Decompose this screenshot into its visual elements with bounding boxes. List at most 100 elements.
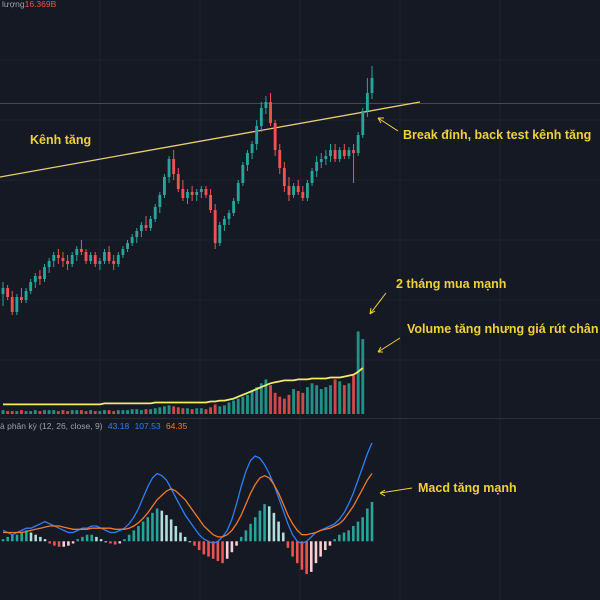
candle	[287, 177, 291, 201]
candle	[310, 168, 314, 186]
macd-histogram-bar	[370, 501, 374, 542]
macd-histogram-bar	[342, 532, 346, 542]
macd-line	[2, 442, 373, 545]
candle	[79, 240, 83, 255]
macd-histogram-bar	[95, 536, 98, 542]
macd-histogram-bar	[352, 525, 355, 542]
candle-body	[264, 102, 268, 108]
volume-bar	[103, 410, 106, 414]
macd-histogram-bar	[11, 534, 14, 542]
candle-body	[79, 249, 83, 252]
candle	[172, 150, 176, 180]
volume-bar	[324, 387, 328, 414]
candle-body	[135, 231, 139, 237]
volume-bar	[204, 409, 208, 414]
volume-bar	[112, 411, 116, 414]
volume-bar	[199, 408, 203, 414]
candle-body	[324, 156, 328, 159]
volume-bar	[33, 410, 37, 414]
annotation-2-thang: 2 tháng mua mạnh	[396, 277, 506, 291]
candle	[190, 186, 194, 201]
volume-bar	[213, 404, 217, 414]
candle-body	[186, 192, 189, 198]
candle	[126, 240, 129, 252]
macd-histogram-bar	[141, 521, 145, 542]
candle-body	[255, 126, 259, 144]
volume-bar	[84, 411, 88, 414]
macd-histogram-bar	[25, 530, 28, 542]
candle	[43, 264, 46, 282]
volume-bar	[278, 396, 282, 414]
volume-bar	[250, 390, 254, 414]
histogram-value: 64.35	[166, 421, 188, 431]
candle	[370, 66, 374, 99]
macd-histogram-bar	[188, 541, 192, 543]
candle-body	[282, 168, 286, 186]
volume-bar	[232, 400, 236, 414]
arrow-two-months	[369, 292, 387, 315]
macd-histogram-bar	[328, 541, 332, 546]
candle	[301, 186, 305, 201]
macd-histogram-bar	[146, 517, 150, 542]
candle-body	[84, 252, 88, 261]
macd-histogram-bar	[333, 539, 336, 542]
candle	[1, 282, 5, 306]
volume-bar	[218, 406, 222, 414]
candle	[259, 102, 263, 132]
candle	[52, 252, 56, 267]
macd-histogram-bar	[356, 521, 360, 542]
candle	[139, 222, 143, 237]
macd-histogram-bar	[319, 541, 322, 557]
annotation-kenh-tang: Kênh tăng	[30, 133, 91, 147]
candle-body	[107, 252, 111, 261]
candle-body	[163, 177, 166, 195]
candle-body	[144, 225, 148, 228]
candle	[338, 147, 342, 162]
annotation-break-dinh: Break đỉnh, back test kênh tăng	[403, 128, 591, 142]
volume-bar	[6, 411, 10, 414]
candle	[10, 291, 14, 315]
candle	[70, 252, 74, 267]
candle	[218, 222, 222, 246]
volume-bar	[172, 406, 176, 414]
candle	[264, 96, 268, 114]
candle-body	[352, 150, 355, 153]
candle	[29, 279, 33, 294]
candle-body	[6, 288, 10, 297]
volume-bar	[93, 411, 97, 414]
candle	[121, 246, 125, 258]
signal-line	[3, 473, 373, 538]
candle-body	[305, 183, 309, 198]
volume-bar	[352, 375, 355, 414]
volume-bar	[153, 408, 157, 414]
macd-histogram-bar	[29, 532, 33, 542]
candle	[329, 144, 332, 162]
candle-body	[347, 150, 351, 156]
candle	[98, 258, 102, 270]
volume-bar	[66, 411, 70, 414]
macd-histogram-bar	[263, 504, 266, 542]
volume-header-value: 16.369B	[25, 0, 57, 9]
macd-histogram-bar	[53, 541, 56, 546]
candle	[47, 258, 51, 273]
macd-histogram-bar	[272, 512, 276, 542]
candle	[6, 285, 10, 300]
macd-histogram-bar	[305, 541, 308, 575]
candle	[135, 228, 139, 243]
candle-body	[301, 192, 305, 198]
candle-body	[66, 261, 70, 264]
volume-bar	[167, 405, 171, 414]
candle-body	[319, 159, 323, 162]
macd-histogram-bar	[253, 517, 257, 542]
macd-histogram-bar	[202, 541, 206, 555]
annotation-arrows	[369, 117, 413, 497]
macd-histogram-bar	[20, 532, 23, 542]
candle	[342, 144, 346, 159]
candle	[116, 252, 120, 267]
macd-histogram-bar	[174, 525, 178, 542]
candle-body	[112, 261, 116, 264]
macd-histogram-bar	[230, 541, 234, 553]
candle-body	[356, 135, 360, 153]
volume-bar	[70, 410, 74, 414]
